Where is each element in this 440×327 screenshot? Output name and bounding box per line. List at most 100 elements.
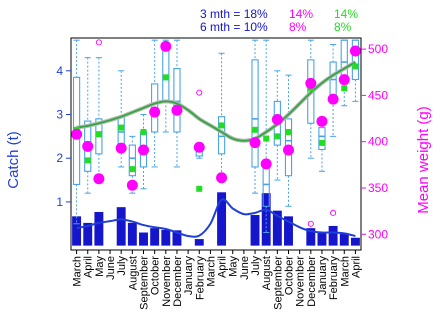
x-tick-label: August xyxy=(261,256,273,290)
catch-bar xyxy=(139,232,148,246)
mean-weight-point xyxy=(305,77,317,89)
catch-bar xyxy=(94,211,104,246)
x-tick-label: November xyxy=(295,256,307,307)
x-tick-label: April xyxy=(83,256,95,278)
x-tick-label: December xyxy=(306,256,318,307)
mean-weight-point xyxy=(193,141,205,153)
green-point xyxy=(285,128,292,135)
catch-bar xyxy=(150,228,160,246)
y2-tick-label: 450 xyxy=(368,88,388,102)
mean-weight-point xyxy=(327,93,339,105)
green-point xyxy=(196,185,203,192)
annotation-col2-row1: 14% xyxy=(289,7,313,21)
catch-bar xyxy=(116,207,126,246)
plot-frame xyxy=(70,37,362,251)
box-body xyxy=(162,44,170,102)
annotation-col3-row2: 8% xyxy=(334,20,352,34)
x-tick-label: February xyxy=(194,256,206,301)
box-body xyxy=(117,116,125,146)
catch-bars xyxy=(72,192,360,246)
x-tick-label: June xyxy=(105,256,117,280)
catch-bar xyxy=(272,210,282,246)
box-body xyxy=(173,68,181,133)
x-tick-label: September xyxy=(139,256,151,310)
green-point xyxy=(274,133,281,140)
y2-tick-label: 300 xyxy=(368,227,388,241)
x-tick-label: May xyxy=(228,256,240,277)
x-tick-label: July xyxy=(116,256,128,276)
catch-bar xyxy=(317,232,327,246)
catch-bar xyxy=(284,216,293,246)
x-tick-label: October xyxy=(284,256,296,295)
annotation-3mth: 3 mth = 18% xyxy=(200,7,268,21)
mean-weight-point xyxy=(271,113,283,125)
green-point xyxy=(341,85,348,92)
y2-axis-label: Mean weight (g) xyxy=(415,106,432,214)
x-tick-label: February xyxy=(328,256,340,301)
catch-bar xyxy=(306,228,316,246)
catch-bar xyxy=(350,237,360,246)
catch-bar xyxy=(161,229,171,246)
catch-bar xyxy=(217,192,227,246)
x-tick-label: March xyxy=(205,256,217,287)
outlier-point xyxy=(95,39,102,46)
mean-weight-point xyxy=(82,140,94,152)
catch-bar xyxy=(194,239,204,246)
outlier-point xyxy=(307,220,314,227)
x-tick-label: October xyxy=(150,256,162,295)
left-axis: 1 2 3 4 xyxy=(56,64,71,209)
y2-tick-label: 500 xyxy=(368,42,388,56)
outlier-point xyxy=(330,209,337,216)
mean-weight-point xyxy=(338,74,350,86)
green-point xyxy=(140,128,147,135)
mean-weight-point xyxy=(126,179,138,191)
mean-weight-point xyxy=(71,128,83,140)
green-point xyxy=(318,139,325,146)
green-point xyxy=(118,124,125,131)
mean-weight-point xyxy=(115,142,127,154)
x-tick-label: April xyxy=(217,256,229,278)
x-tick-label: January xyxy=(183,256,195,296)
annotation-6mth: 6 mth = 10% xyxy=(200,20,268,34)
x-tick-label: April xyxy=(350,256,362,278)
x-axis: March April May June July August September Octo… xyxy=(72,250,362,310)
green-point xyxy=(162,74,169,81)
y-tick-label: 3 xyxy=(56,107,63,121)
x-tick-label: January xyxy=(317,256,329,296)
catch-bar xyxy=(339,233,349,246)
box-body xyxy=(318,127,326,151)
mean-weight-point xyxy=(160,40,172,52)
box-body xyxy=(351,39,360,81)
y2-tick-label: 400 xyxy=(368,135,388,149)
catch-trend-line xyxy=(76,198,356,238)
catch-bar xyxy=(250,215,260,246)
x-tick-label: May xyxy=(94,256,106,277)
right-axis: 300 350 400 450 500 xyxy=(361,42,388,241)
mean-weight-point xyxy=(249,137,261,149)
catch-bar xyxy=(172,230,182,246)
green-point xyxy=(252,126,259,133)
mean-weight-point xyxy=(149,106,161,118)
x-tick-label: December xyxy=(172,256,184,307)
green-point xyxy=(84,157,91,164)
mean-weight-point xyxy=(138,144,149,156)
annotation-col2-row2: 8% xyxy=(289,20,307,34)
mean-weight-point xyxy=(93,173,105,185)
mean-weight-point xyxy=(216,172,228,184)
catch-bar xyxy=(127,222,137,246)
x-tick-label: September xyxy=(272,256,284,310)
mean-weight-point xyxy=(316,115,328,127)
annotation-col3-row1: 14% xyxy=(334,7,358,21)
x-tick-label: November xyxy=(161,256,173,307)
x-tick-label: July xyxy=(250,256,262,276)
weight-trend-line xyxy=(76,61,356,142)
points xyxy=(71,40,361,192)
catch-bar xyxy=(328,225,338,246)
y-tick-label: 2 xyxy=(56,151,63,165)
green-point xyxy=(218,122,225,129)
catch-bar xyxy=(83,222,93,246)
green-point xyxy=(352,63,359,70)
y-axis-label: Catch (t) xyxy=(5,131,22,189)
green-point xyxy=(129,166,136,173)
